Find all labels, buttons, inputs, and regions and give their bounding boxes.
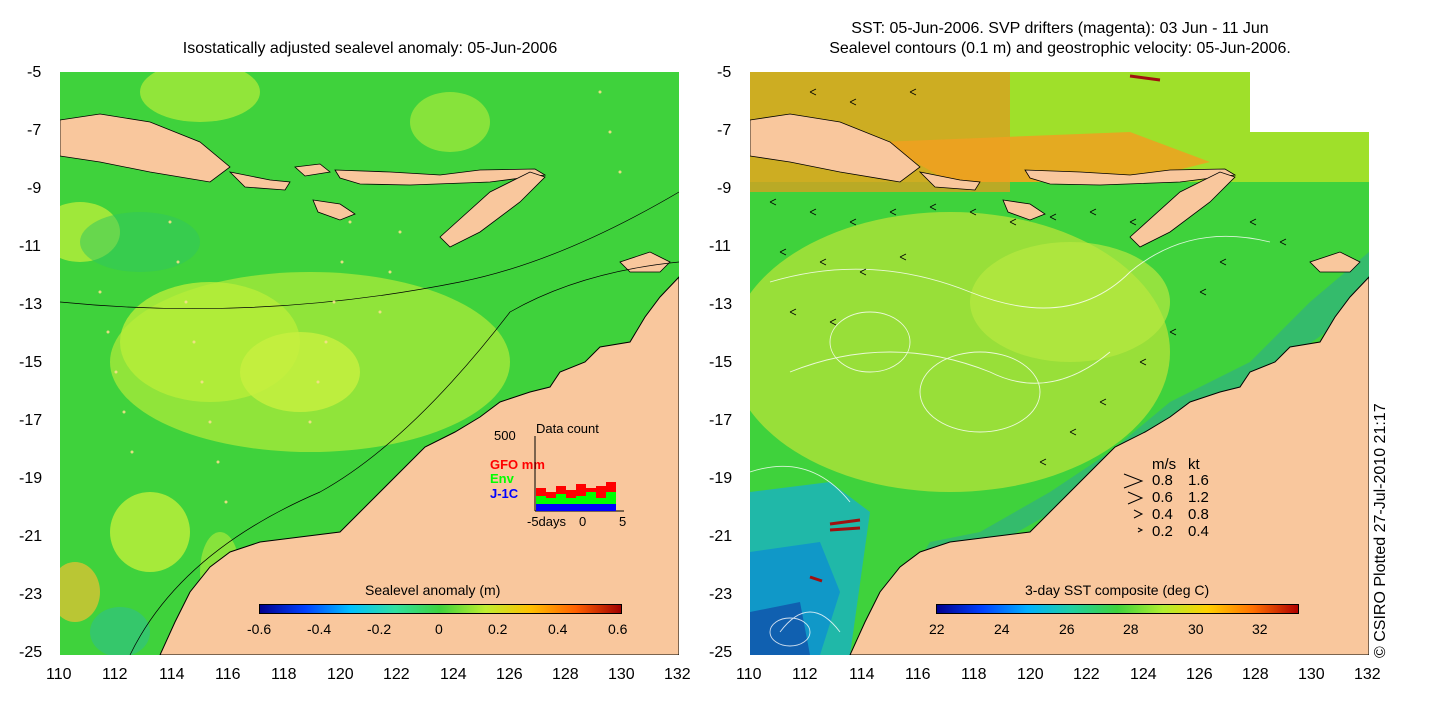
y-tick-label: -11	[709, 238, 731, 255]
x-tick-label: 122	[1073, 666, 1100, 683]
y-tick-label: -7	[27, 122, 42, 139]
x-tick-label: 120	[327, 666, 354, 683]
csiro-credit: © CSIRO Plotted 27-Jul-2010 21:17	[1372, 403, 1389, 658]
x-tick-label: 132	[1354, 666, 1381, 683]
x-tick-label: 110	[736, 666, 762, 683]
left-map-title: Isostatically adjusted sealevel anomaly:…	[182, 40, 558, 57]
y-tick-label: -11	[19, 238, 41, 255]
sst-map	[750, 72, 1369, 655]
legend-header-kt: kt	[1188, 456, 1200, 473]
x-tick-label: 114	[159, 666, 185, 683]
colorbar-tick: 24	[994, 621, 1010, 637]
right-map-title-line2: Sealevel contours (0.1 m) and geostrophi…	[829, 40, 1291, 57]
colorbar-tick: 0	[435, 621, 443, 637]
colorbar-tick: 0.4	[548, 621, 568, 637]
colorbar-tick: 0.6	[608, 621, 628, 637]
colorbar-tick: 28	[1123, 621, 1139, 637]
y-tick-label: -19	[19, 470, 43, 487]
legend-header-ms: m/s	[1152, 456, 1177, 473]
x-tick-label: 128	[552, 666, 579, 683]
data-count-bars	[534, 436, 624, 512]
legend-arrow-icons	[1123, 473, 1144, 533]
inset-series-j1c: J-1C	[490, 486, 519, 501]
inset-title: Data count	[536, 421, 599, 436]
x-tick-label: 122	[383, 666, 410, 683]
y-tick-label: -25	[709, 644, 733, 661]
y-tick-label: -13	[709, 296, 733, 313]
sealevel-colorbar	[259, 604, 622, 614]
inset-series-env: Env	[490, 471, 514, 486]
colorbar-tick: 0.2	[488, 621, 508, 637]
x-tick-label: 112	[792, 666, 818, 683]
y-tick-label: -13	[19, 296, 43, 313]
x-tick-label: 116	[215, 666, 241, 683]
y-tick-label: -17	[19, 412, 43, 429]
x-tick-label: 126	[496, 666, 523, 683]
x-tick-label: 126	[1186, 666, 1213, 683]
y-tick-label: -23	[709, 586, 733, 603]
colorbar-tick: 26	[1059, 621, 1075, 637]
sst-colorbar	[936, 604, 1299, 614]
inset-series-gfo: GFO mm	[490, 457, 545, 472]
colorbar-tick: 30	[1188, 621, 1204, 637]
legend-kt-value: 1.2	[1188, 489, 1209, 506]
y-tick-label: -9	[27, 180, 42, 197]
x-tick-label: 114	[849, 666, 875, 683]
legend-ms-value: 0.4	[1152, 506, 1173, 523]
y-tick-label: -5	[717, 64, 732, 81]
x-tick-label: 132	[664, 666, 691, 683]
inset-y-max: 500	[494, 428, 516, 443]
y-tick-label: -15	[19, 354, 43, 371]
x-tick-label: 128	[1242, 666, 1269, 683]
y-tick-label: -19	[709, 470, 733, 487]
colorbar-tick: -0.6	[247, 621, 272, 637]
y-tick-label: -23	[19, 586, 43, 603]
colorbar-tick: -0.2	[367, 621, 392, 637]
x-tick-label: 124	[1130, 666, 1157, 683]
x-tick-label: 124	[440, 666, 467, 683]
legend-kt-value: 0.4	[1188, 523, 1209, 540]
colorbar-tick: 32	[1252, 621, 1268, 637]
x-tick-label: 130	[1298, 666, 1325, 683]
x-tick-label: 130	[608, 666, 635, 683]
sealevel-colorbar-label: Sealevel anomaly (m)	[365, 582, 501, 598]
legend-ms-value: 0.6	[1152, 489, 1173, 506]
legend-kt-value: 1.6	[1188, 472, 1209, 489]
y-tick-label: -25	[19, 644, 43, 661]
inset-x-label-start: -5days	[527, 514, 567, 529]
legend-ms-value: 0.2	[1152, 523, 1173, 540]
y-tick-label: -17	[709, 412, 733, 429]
colorbar-tick: -0.4	[307, 621, 332, 637]
colorbar-tick: 22	[929, 621, 945, 637]
x-tick-label: 112	[102, 666, 128, 683]
sealevel-anomaly-map	[60, 72, 679, 655]
y-tick-label: -21	[19, 528, 43, 545]
x-tick-label: 120	[1017, 666, 1044, 683]
inset-x-label-end: 5	[619, 514, 627, 529]
x-tick-label: 116	[905, 666, 931, 683]
x-tick-label: 118	[271, 666, 297, 683]
y-tick-label: -15	[709, 354, 733, 371]
y-tick-label: -5	[27, 64, 42, 81]
y-tick-label: -21	[709, 528, 733, 545]
y-tick-label: -7	[717, 122, 732, 139]
y-tick-label: -9	[717, 180, 732, 197]
right-map-title-line1: SST: 05-Jun-2006. SVP drifters (magenta)…	[851, 20, 1269, 37]
legend-kt-value: 0.8	[1188, 506, 1209, 523]
x-tick-label: 118	[961, 666, 987, 683]
legend-ms-value: 0.8	[1152, 472, 1173, 489]
x-tick-label: 110	[46, 666, 72, 683]
sst-colorbar-label: 3-day SST composite (deg C)	[1025, 582, 1210, 598]
inset-x-label-mid: 0	[579, 514, 587, 529]
